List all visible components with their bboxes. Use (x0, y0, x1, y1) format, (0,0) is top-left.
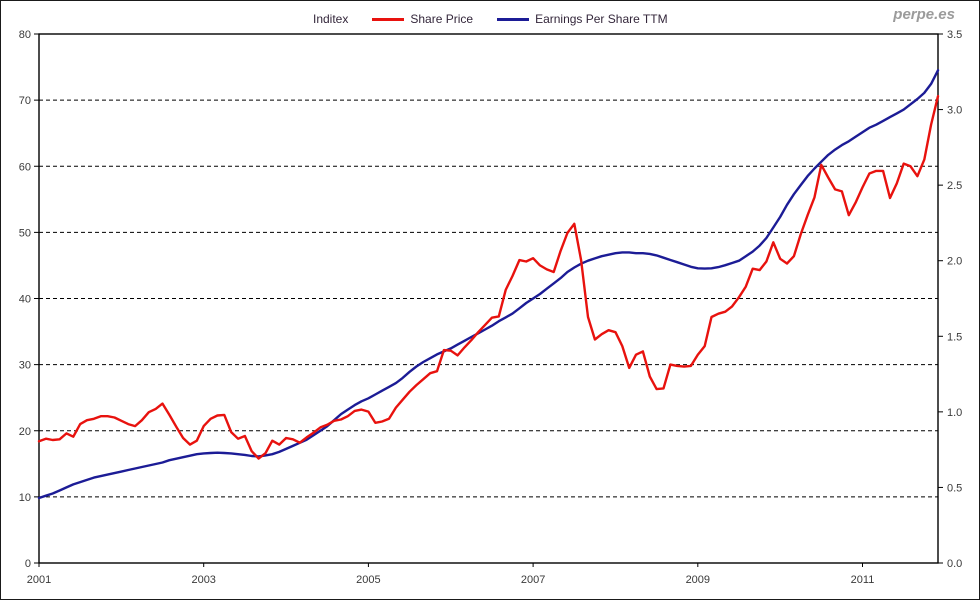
svg-text:1.0: 1.0 (947, 407, 962, 419)
svg-text:40: 40 (19, 294, 31, 306)
svg-text:60: 60 (19, 161, 31, 173)
y-axis-left: 0 10 20 30 40 50 60 70 80 (19, 29, 39, 570)
gridlines (39, 99, 938, 498)
legend-item-eps: Earnings Per Share TTM (497, 12, 668, 26)
svg-text:80: 80 (19, 29, 31, 41)
svg-text:0.5: 0.5 (947, 482, 962, 494)
series-line-earnings-per-share-ttm (37, 69, 940, 500)
series-line-share-price (37, 94, 940, 460)
legend-label-eps: Earnings Per Share TTM (535, 12, 668, 26)
svg-text:3.0: 3.0 (947, 105, 962, 117)
legend-item-share-price: Share Price (372, 12, 473, 26)
svg-text:3.5: 3.5 (947, 29, 962, 41)
chart-title: Inditex (313, 12, 349, 26)
svg-text:0.0: 0.0 (947, 558, 962, 570)
svg-text:2005: 2005 (356, 574, 380, 586)
y-axis-right: 0.0 0.5 1.0 1.5 2.0 2.5 3.0 3.5 (938, 29, 962, 570)
svg-text:2.0: 2.0 (947, 256, 962, 268)
svg-text:2009: 2009 (686, 574, 710, 586)
svg-text:50: 50 (19, 227, 31, 239)
svg-text:2.5: 2.5 (947, 180, 962, 192)
svg-text:70: 70 (19, 95, 31, 107)
svg-text:2001: 2001 (27, 574, 51, 586)
x-axis: 2001 2003 2005 2007 2009 2011 (27, 563, 875, 586)
chart-header: Inditex Share Price Earnings Per Share T… (313, 9, 668, 29)
watermark: perpe.es (893, 6, 955, 23)
svg-text:0: 0 (25, 558, 31, 570)
svg-text:2003: 2003 (191, 574, 215, 586)
svg-text:10: 10 (19, 492, 31, 504)
eps-line-swatch (497, 17, 530, 21)
svg-text:20: 20 (19, 426, 31, 438)
svg-text:2007: 2007 (521, 574, 545, 586)
share-price-line-swatch (372, 17, 405, 21)
svg-text:1.5: 1.5 (947, 331, 962, 343)
legend-label-share-price: Share Price (410, 12, 474, 26)
svg-text:2011: 2011 (851, 574, 875, 586)
svg-text:30: 30 (19, 360, 31, 372)
